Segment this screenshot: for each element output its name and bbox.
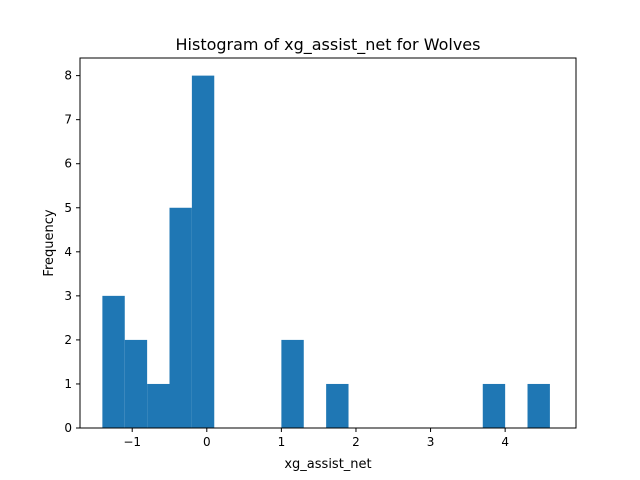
x-tick-label: 4 [501, 435, 509, 449]
y-axis: 0 1 2 3 4 5 6 7 8 [64, 69, 80, 435]
plot-frame [79, 57, 577, 429]
x-tick-label: −1 [123, 435, 141, 449]
histogram-bar [124, 339, 148, 428]
x-tick-label: 0 [203, 435, 211, 449]
histogram-bar [147, 383, 170, 428]
histogram-bar [281, 339, 304, 428]
histogram-bar [169, 207, 192, 428]
histogram-bar [527, 383, 550, 428]
y-tick-label: 4 [64, 245, 72, 259]
y-tick-label: 8 [64, 69, 72, 83]
y-tick-label: 2 [64, 333, 72, 347]
y-tick-label: 1 [64, 377, 72, 391]
x-axis: −1 0 1 2 3 4 [123, 428, 509, 449]
y-tick-label: 6 [64, 157, 72, 171]
chart-title: Histogram of xg_assist_net for Wolves [176, 35, 481, 55]
x-tick-label: 1 [278, 435, 286, 449]
histogram-bar [326, 383, 349, 428]
histogram-bar [102, 295, 125, 428]
bars-group [102, 75, 550, 429]
y-tick-label: 0 [64, 421, 72, 435]
y-tick-label: 3 [64, 289, 72, 303]
x-tick-label: 3 [427, 435, 435, 449]
y-tick-label: 7 [64, 113, 72, 127]
histogram-bar [482, 383, 506, 428]
histogram-bar [191, 75, 215, 429]
x-axis-label: xg_assist_net [284, 457, 371, 472]
y-axis-label: Frequency [42, 209, 57, 276]
x-tick-label: 2 [352, 435, 360, 449]
y-tick-label: 5 [64, 201, 72, 215]
